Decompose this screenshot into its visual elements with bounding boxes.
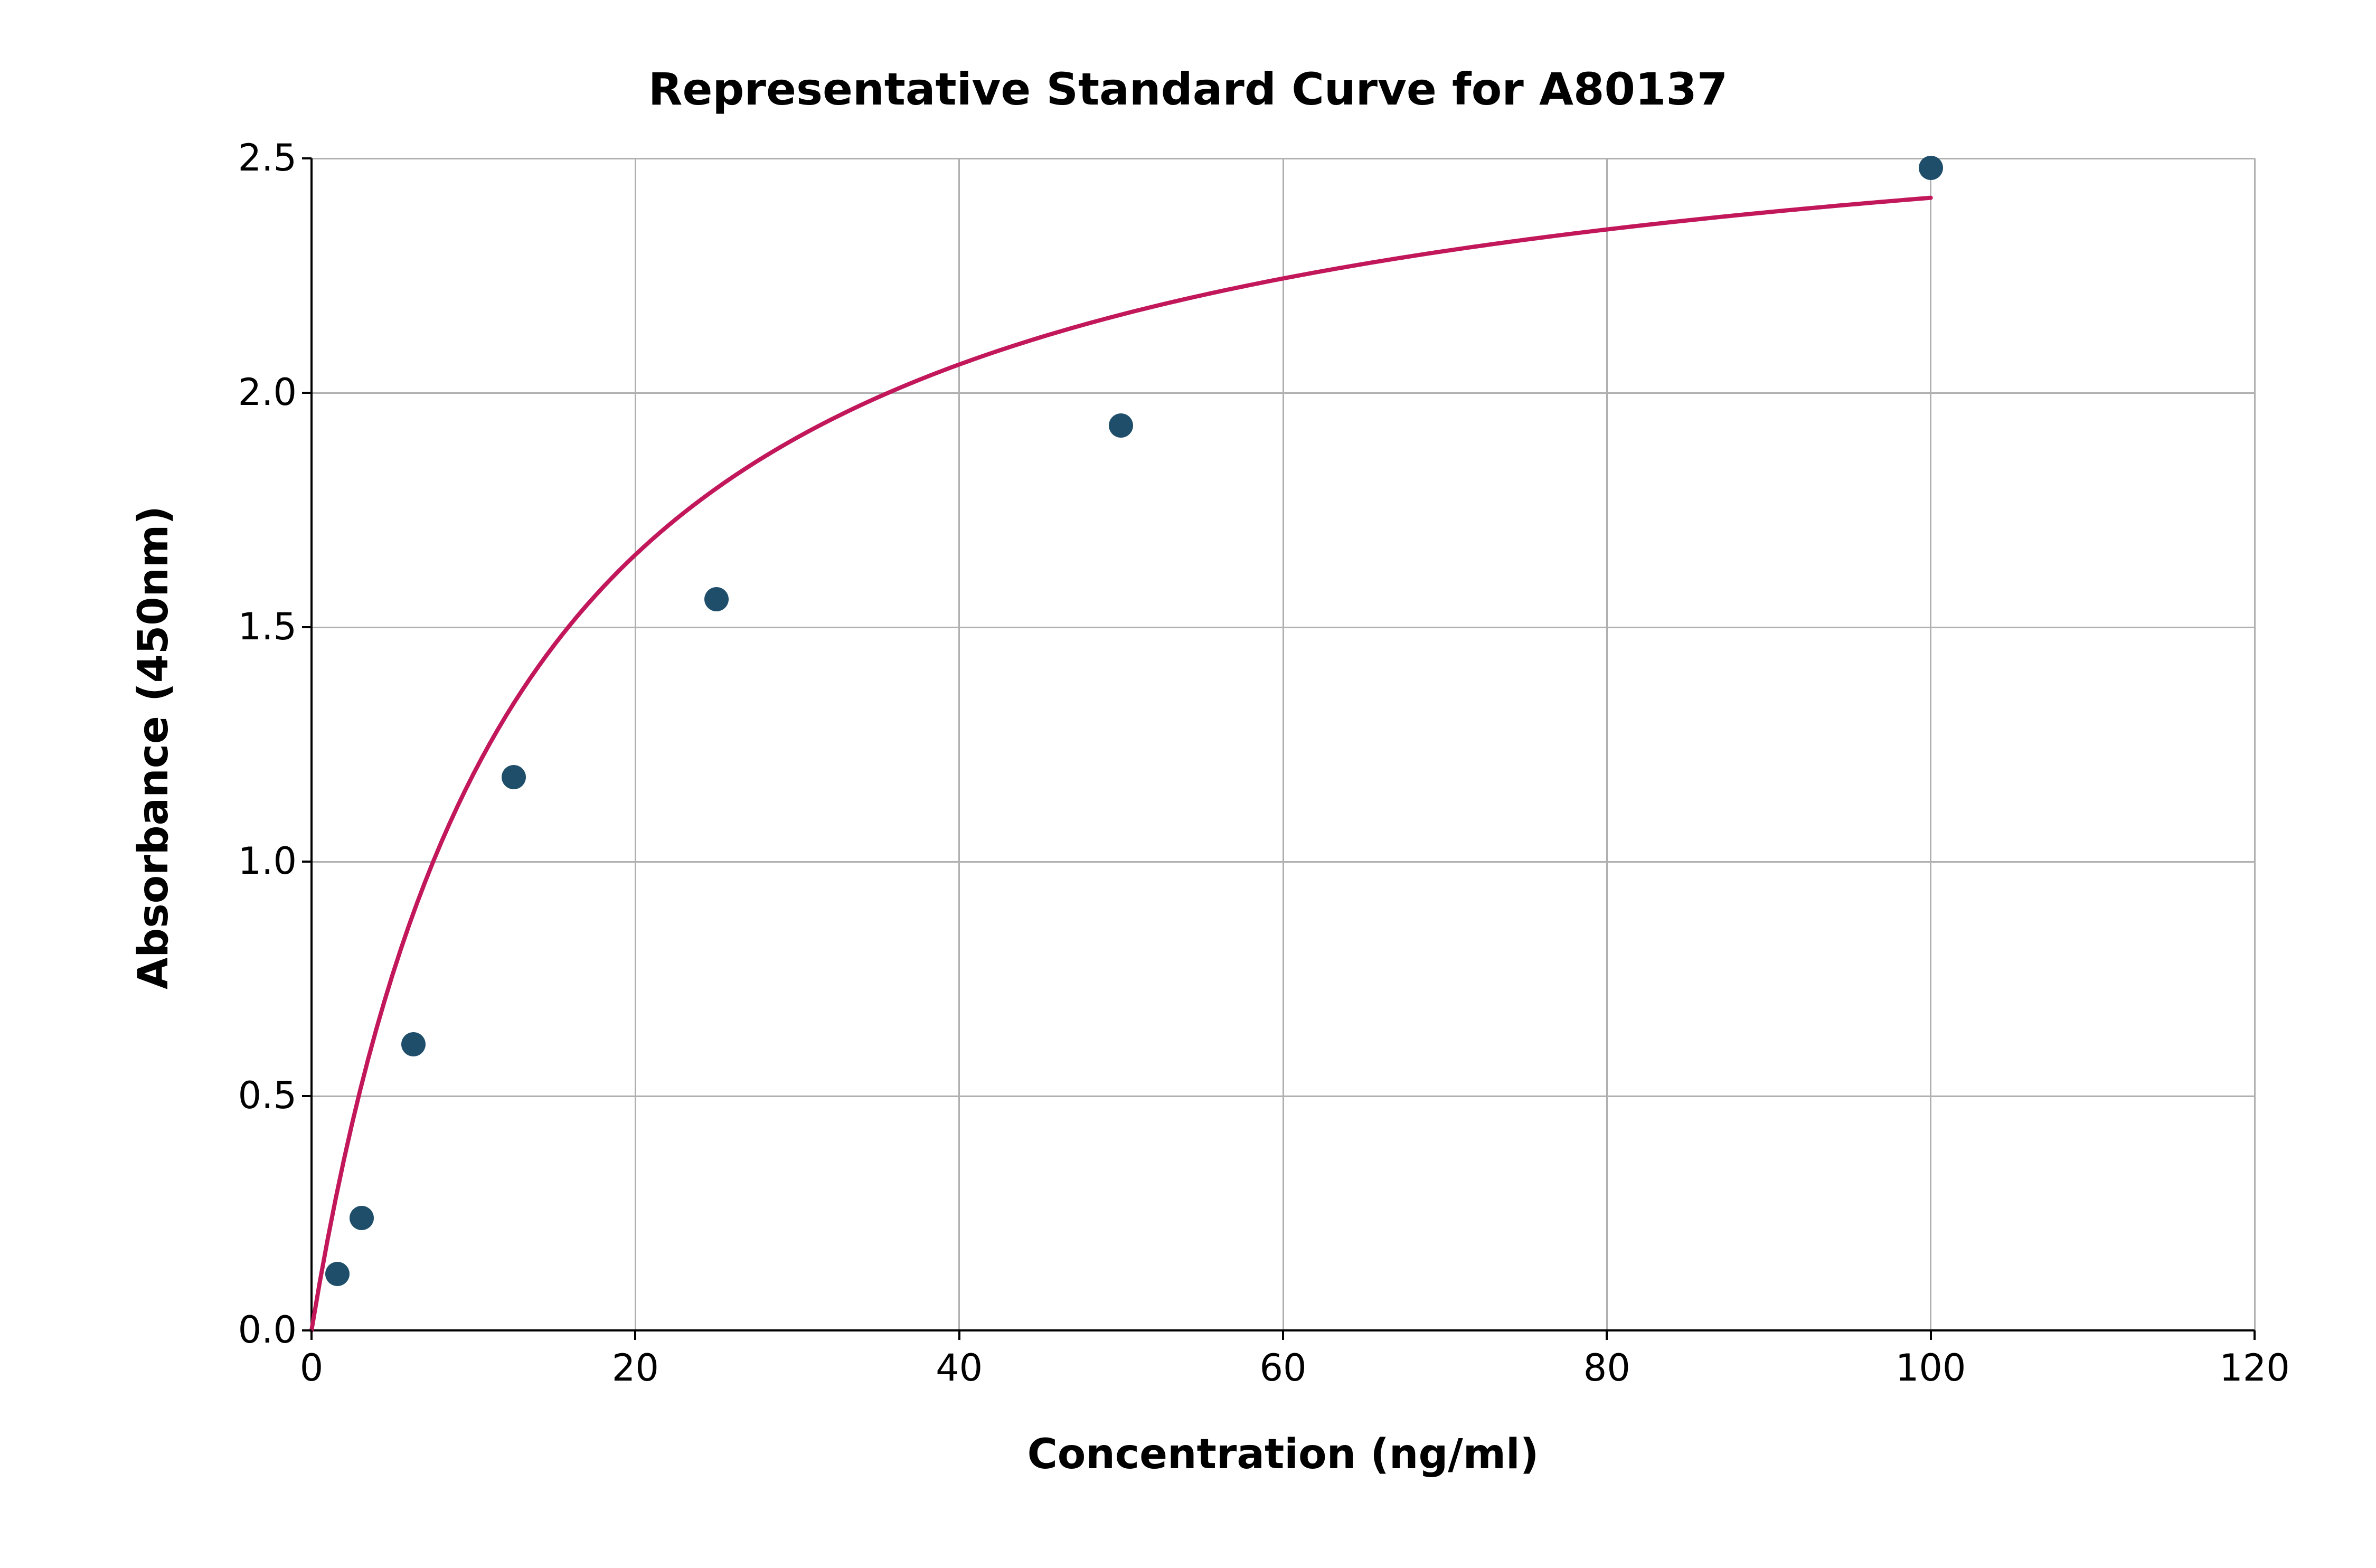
y-axis-label: Absorbance (450nm) [130,162,177,1334]
y-tick-mark [302,1329,312,1331]
x-tick-label: 100 [1878,1346,1984,1390]
chart-container: Representative Standard Curve for A80137… [0,0,2376,1568]
x-tick-label: 120 [2202,1346,2307,1390]
y-tick-mark [302,392,312,394]
x-axis-label: Concentration (ng/ml) [312,1431,2255,1478]
data-point [502,765,526,789]
data-point [704,587,729,611]
data-point [325,1262,350,1286]
data-point [1919,156,1943,180]
y-tick-label: 1.0 [191,839,297,883]
y-tick-label: 0.5 [191,1074,297,1117]
data-point [350,1206,374,1230]
data-point [1109,413,1133,438]
x-tick-mark [958,1330,960,1340]
x-tick-mark [2254,1330,2256,1340]
x-tick-mark [634,1330,636,1340]
y-tick-label: 0.0 [191,1308,297,1352]
x-tick-label: 0 [259,1346,364,1390]
plot-area [312,158,2255,1330]
y-tick-mark [302,861,312,863]
x-tick-mark [1930,1330,1932,1340]
y-tick-label: 2.5 [191,136,297,180]
y-tick-mark [302,626,312,628]
fit-curve [312,158,2255,1330]
x-tick-mark [1282,1330,1284,1340]
x-tick-label: 40 [907,1346,1012,1390]
x-tick-mark [1606,1330,1608,1340]
x-tick-mark [310,1330,313,1340]
y-tick-label: 2.0 [191,371,297,414]
y-tick-mark [302,157,312,159]
data-point [401,1032,426,1056]
x-tick-label: 20 [582,1346,688,1390]
y-tick-mark [302,1095,312,1097]
y-tick-label: 1.5 [191,605,297,648]
x-tick-label: 80 [1554,1346,1660,1390]
x-tick-label: 60 [1230,1346,1336,1390]
chart-title: Representative Standard Curve for A80137 [0,63,2376,115]
